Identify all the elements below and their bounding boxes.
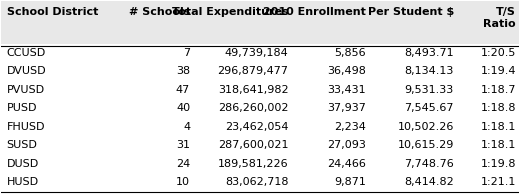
Text: 1:18.1: 1:18.1 (480, 140, 516, 150)
Text: 40: 40 (176, 103, 190, 113)
Text: 10,615.29: 10,615.29 (398, 140, 454, 150)
Text: 9,871: 9,871 (334, 177, 366, 187)
Text: 23,462,054: 23,462,054 (225, 122, 289, 132)
Text: 8,493.71: 8,493.71 (405, 48, 454, 58)
Text: 286,260,002: 286,260,002 (218, 103, 289, 113)
Text: 8,134.13: 8,134.13 (405, 66, 454, 76)
Text: 24,466: 24,466 (327, 159, 366, 169)
Text: 318,641,982: 318,641,982 (218, 85, 289, 95)
Text: 27,093: 27,093 (327, 140, 366, 150)
Text: 7: 7 (183, 48, 190, 58)
Text: 47: 47 (176, 85, 190, 95)
Text: PUSD: PUSD (7, 103, 37, 113)
Text: 4: 4 (183, 122, 190, 132)
Text: 7,545.67: 7,545.67 (405, 103, 454, 113)
Text: 10: 10 (176, 177, 190, 187)
Text: 5,856: 5,856 (334, 48, 366, 58)
Text: 10,502.26: 10,502.26 (398, 122, 454, 132)
Text: SUSD: SUSD (7, 140, 37, 150)
Text: FHUSD: FHUSD (7, 122, 45, 132)
Text: 287,600,021: 287,600,021 (218, 140, 289, 150)
Text: 1:18.1: 1:18.1 (480, 122, 516, 132)
Text: 24: 24 (176, 159, 190, 169)
Text: 1:21.1: 1:21.1 (480, 177, 516, 187)
Text: 1:19.4: 1:19.4 (480, 66, 516, 76)
Text: 1:19.8: 1:19.8 (480, 159, 516, 169)
Text: 1:18.8: 1:18.8 (480, 103, 516, 113)
Text: DVUSD: DVUSD (7, 66, 46, 76)
Text: 83,062,718: 83,062,718 (225, 177, 289, 187)
Text: 49,739,184: 49,739,184 (225, 48, 289, 58)
Text: 296,879,477: 296,879,477 (217, 66, 289, 76)
Text: 189,581,226: 189,581,226 (218, 159, 289, 169)
Text: 31: 31 (176, 140, 190, 150)
Text: DUSD: DUSD (7, 159, 39, 169)
Text: 1:20.5: 1:20.5 (480, 48, 516, 58)
Text: 2010 Enrollment: 2010 Enrollment (263, 7, 366, 17)
Text: HUSD: HUSD (7, 177, 38, 187)
Text: # Schools: # Schools (129, 7, 190, 17)
Text: 1:18.7: 1:18.7 (480, 85, 516, 95)
Text: 36,498: 36,498 (327, 66, 366, 76)
Text: 9,531.33: 9,531.33 (405, 85, 454, 95)
Bar (2, 1, 518, 44)
Text: Total Expenditures: Total Expenditures (172, 7, 289, 17)
Text: School District: School District (7, 7, 98, 17)
Text: CCUSD: CCUSD (7, 48, 46, 58)
Text: T/S
Ratio: T/S Ratio (484, 7, 516, 29)
Text: 2,234: 2,234 (334, 122, 366, 132)
Text: 33,431: 33,431 (328, 85, 366, 95)
Text: 37,937: 37,937 (327, 103, 366, 113)
Text: 38: 38 (176, 66, 190, 76)
Text: Per Student $: Per Student $ (368, 7, 454, 17)
Text: PVUSD: PVUSD (7, 85, 45, 95)
Text: 7,748.76: 7,748.76 (404, 159, 454, 169)
Text: 8,414.82: 8,414.82 (404, 177, 454, 187)
